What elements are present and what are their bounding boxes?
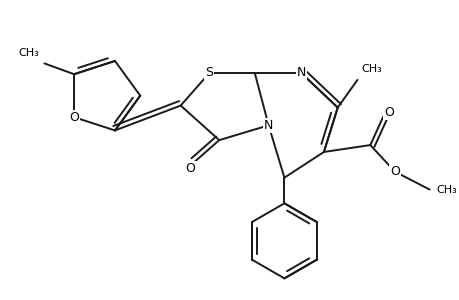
Text: CH₃: CH₃ (19, 49, 39, 58)
Text: N: N (263, 119, 273, 132)
Text: O: O (389, 165, 399, 178)
Text: S: S (205, 67, 213, 80)
Text: N: N (296, 67, 305, 80)
Text: O: O (383, 106, 393, 119)
Text: CH₃: CH₃ (436, 184, 456, 194)
Text: O: O (185, 162, 195, 175)
Text: O: O (69, 111, 79, 124)
Text: CH₃: CH₃ (361, 64, 381, 74)
